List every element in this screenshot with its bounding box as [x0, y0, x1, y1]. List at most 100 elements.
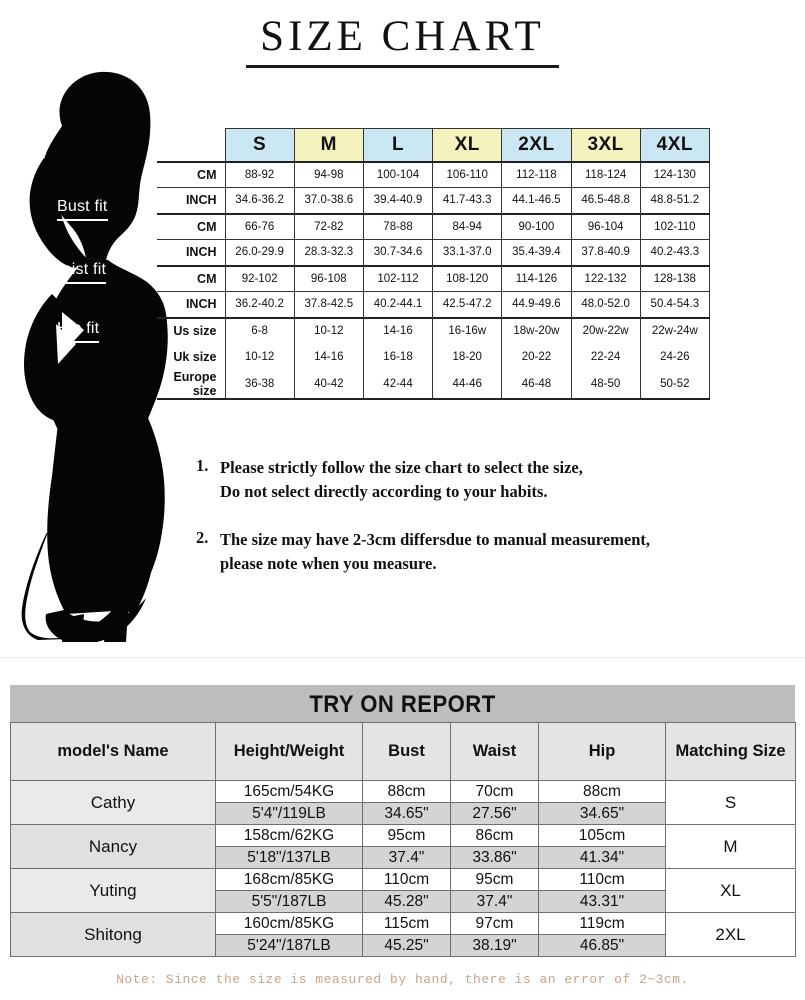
- us-size-l: 14-16: [362, 316, 434, 344]
- footer-note: Note: Since the size is measured by hand…: [116, 972, 689, 987]
- note-2-number: 2.: [196, 527, 209, 547]
- table-row: 5'24"/187LB 45.25" 38.19" 46.85": [11, 934, 796, 957]
- row-0-hip-cm: 88cm: [538, 780, 666, 803]
- table-corner-cell: [157, 128, 226, 162]
- hip-cm-label: CM: [157, 264, 226, 292]
- row-2-hw-in: 5'5"/187LB: [215, 890, 363, 913]
- hip-cm-row: CM 92-102 96-108 102-112 108-120 114-126…: [157, 264, 711, 292]
- uk-size-s: 10-12: [224, 343, 295, 370]
- uk-size-label: Uk size: [157, 343, 226, 370]
- female-silhouette-illustration: [0, 62, 205, 642]
- row-3-hw-cm: 160cm/85KG: [215, 912, 363, 935]
- size-chart-section: SIZE CHART: [0, 13, 805, 642]
- note-1-number: 1.: [196, 456, 209, 475]
- hip-inch-3xl: 48.0-52.0: [570, 291, 641, 318]
- row-2-matching-size: XL: [665, 868, 796, 913]
- bust-cm-label: CM: [157, 160, 226, 188]
- waist-fit-label: Waist fit: [48, 261, 107, 284]
- section-divider: [0, 657, 805, 658]
- bust-inch-xl: 41.7-43.3: [432, 187, 503, 214]
- waist-cm-xl: 84-94: [432, 212, 503, 240]
- row-2-waist-cm: 95cm: [450, 868, 539, 891]
- row-0-bust-cm: 88cm: [362, 780, 451, 803]
- row-2-hip-in: 43.31": [538, 890, 666, 913]
- row-2-bust-in: 45.28": [362, 890, 451, 913]
- row-0-bust-in: 34.65": [362, 802, 451, 825]
- row-2-waist-in: 37.4": [450, 890, 539, 913]
- europe-size-4xl: 50-52: [639, 369, 711, 400]
- row-1-matching-size: M: [665, 824, 796, 869]
- us-size-3xl: 20w-22w: [570, 316, 641, 344]
- waist-cm-2xl: 90-100: [501, 212, 572, 240]
- size-header-xl: XL: [432, 128, 503, 162]
- table-row: Cathy 165cm/54KG 88cm 70cm 88cm S: [10, 780, 796, 825]
- report-col-match: Matching Size: [665, 722, 796, 781]
- row-0-waist-cm: 70cm: [450, 780, 539, 803]
- size-table-header-row: S M L XL 2XL 3XL 4XL: [157, 128, 711, 162]
- us-size-label: Us size: [157, 316, 226, 344]
- row-2-name: Yuting: [10, 868, 216, 913]
- europe-size-label: Europe size: [157, 369, 226, 400]
- row-0-hip-in: 34.65": [538, 802, 666, 825]
- uk-size-row: Uk size 10-12 14-16 16-18 18-20 20-22 22…: [157, 343, 711, 370]
- hip-cm-3xl: 122-132: [570, 264, 641, 292]
- page-title-wrap: SIZE CHART: [0, 14, 805, 69]
- row-1-hip-cm: 105cm: [538, 824, 666, 847]
- uk-size-2xl: 20-22: [501, 343, 572, 370]
- report-col-bust: Bust: [362, 722, 451, 781]
- bust-cm-2xl: 112-118: [501, 160, 572, 188]
- row-1-hw-in: 5'18"/137LB: [215, 846, 363, 869]
- uk-size-xl: 18-20: [432, 343, 503, 370]
- row-0-hw-cm: 165cm/54KG: [215, 780, 363, 803]
- table-row: 5'4"/119LB 34.65" 27.56" 34.65": [11, 802, 796, 825]
- row-1-hw-cm: 158cm/62KG: [215, 824, 363, 847]
- size-header-l: L: [362, 128, 434, 162]
- page-title: SIZE CHART: [246, 14, 559, 69]
- us-size-2xl: 18w-20w: [501, 316, 572, 344]
- row-0-name: Cathy: [10, 780, 216, 825]
- bust-inch-s: 34.6-36.2: [224, 187, 295, 214]
- row-1-waist-cm: 86cm: [450, 824, 539, 847]
- waist-cm-4xl: 102-110: [639, 212, 711, 240]
- hip-inch-m: 37.8-42.5: [293, 291, 364, 318]
- hip-cm-l: 102-112: [362, 264, 434, 292]
- note-item-2: 2. The size may have 2-3cm differsdue to…: [196, 528, 796, 576]
- note-2-line-2: please note when you measure.: [220, 553, 437, 573]
- waist-cm-row: CM 66-76 72-82 78-88 84-94 90-100 96-104…: [157, 212, 711, 240]
- report-col-hw: Height/Weight: [215, 722, 363, 781]
- note-1-text: Please strictly follow the size chart to…: [220, 456, 583, 504]
- note-1-line-2: Do not select directly according to your…: [220, 481, 548, 501]
- row-3-bust-cm: 115cm: [362, 912, 451, 935]
- note-2-line-1: The size may have 2-3cm differsdue to ma…: [220, 529, 651, 549]
- try-on-report-table: model's Name Height/Weight Bust Waist Hi…: [10, 722, 796, 957]
- bust-inch-3xl: 46.5-48.8: [570, 187, 641, 214]
- row-0-waist-in: 27.56": [450, 802, 539, 825]
- hip-cm-s: 92-102: [224, 264, 295, 292]
- row-3-hip-in: 46.85": [538, 934, 666, 957]
- bust-inch-row: INCH 34.6-36.2 37.0-38.6 39.4-40.9 41.7-…: [157, 187, 711, 214]
- size-header-s: S: [224, 128, 295, 162]
- bust-cm-xl: 106-110: [432, 160, 503, 188]
- hip-inch-row: INCH 36.2-40.2 37.8-42.5 40.2-44.1 42.5-…: [157, 291, 711, 318]
- bust-inch-label: INCH: [157, 187, 226, 214]
- waist-inch-row: INCH 26.0-29.9 28.3-32.3 30.7-34.6 33.1-…: [157, 239, 711, 266]
- table-row: Shitong 160cm/85KG 115cm 97cm 119cm 2XL: [10, 912, 796, 957]
- try-on-report-wrap: TRY ON REPORT model's Name Height/Weight…: [10, 685, 796, 957]
- waist-cm-s: 66-76: [224, 212, 295, 240]
- report-header-row: model's Name Height/Weight Bust Waist Hi…: [10, 722, 796, 781]
- table-row: 5'5"/187LB 45.28" 37.4" 43.31": [11, 890, 796, 913]
- waist-inch-m: 28.3-32.3: [293, 239, 364, 266]
- hip-inch-xl: 42.5-47.2: [432, 291, 503, 318]
- europe-size-m: 40-42: [293, 369, 364, 400]
- note-2-text: The size may have 2-3cm differsdue to ma…: [220, 528, 650, 576]
- uk-size-4xl: 24-26: [639, 343, 711, 370]
- row-3-bust-in: 45.25": [362, 934, 451, 957]
- waist-inch-label: INCH: [157, 239, 226, 266]
- uk-size-l: 16-18: [362, 343, 434, 370]
- us-size-s: 6-8: [224, 316, 295, 344]
- row-0-matching-size: S: [665, 780, 796, 825]
- europe-size-s: 36-38: [224, 369, 295, 400]
- europe-size-3xl: 48-50: [570, 369, 641, 400]
- waist-inch-3xl: 37.8-40.9: [570, 239, 641, 266]
